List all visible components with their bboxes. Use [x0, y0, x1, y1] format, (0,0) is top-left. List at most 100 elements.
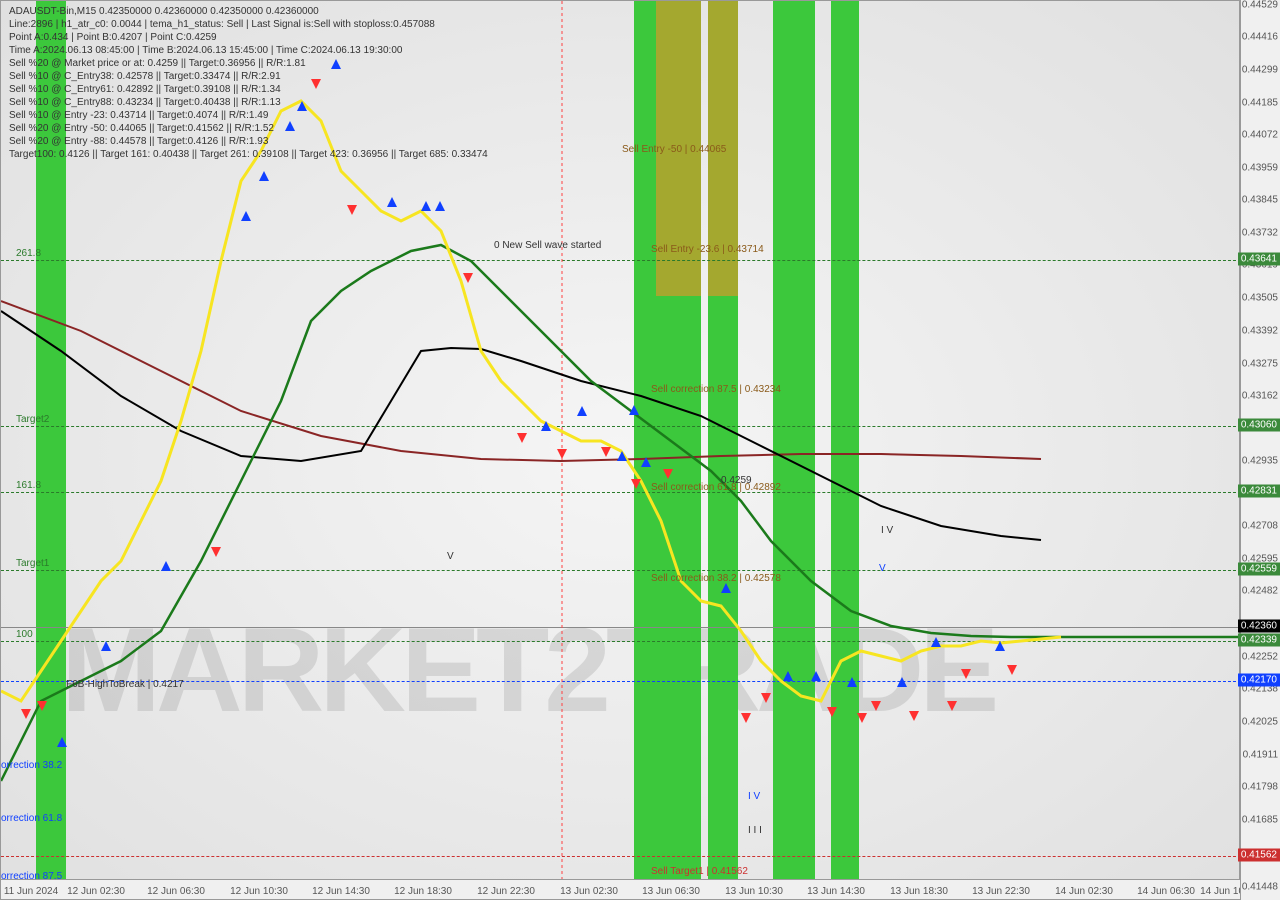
- arrow-down-icon: [857, 713, 867, 723]
- arrow-up-icon: [161, 561, 171, 571]
- arrow-up-icon: [57, 737, 67, 747]
- arrow-up-icon: [995, 641, 1005, 651]
- arrow-up-icon: [847, 677, 857, 687]
- y-tick: 0.42025: [1242, 717, 1278, 728]
- chart-annotation: orrection 61.8: [1, 813, 62, 824]
- chart-annotation: 0 New Sell wave started: [494, 240, 601, 251]
- chart-annotation: orrection 38.2: [1, 760, 62, 771]
- x-tick: 11 Jun 2024: [4, 886, 58, 897]
- arrow-up-icon: [435, 201, 445, 211]
- arrow-down-icon: [827, 707, 837, 717]
- y-price-marker: 0.42170: [1238, 674, 1280, 687]
- y-tick: 0.43162: [1242, 391, 1278, 402]
- header-line: Point A:0.434 | Point B:0.4207 | Point C…: [9, 31, 488, 44]
- y-tick: 0.44416: [1242, 32, 1278, 43]
- y-tick: 0.41911: [1243, 750, 1278, 761]
- hline-label: Target1: [16, 558, 49, 569]
- chart-annotation: I V: [881, 525, 893, 536]
- y-tick: 0.42252: [1242, 652, 1278, 663]
- header-line: Sell %10 @ C_Entry88: 0.43234 || Target:…: [9, 96, 488, 109]
- chart-annotation: 0.4259: [721, 475, 752, 486]
- x-tick: 12 Jun 14:30: [312, 886, 370, 897]
- y-tick: 0.41798: [1242, 782, 1278, 793]
- arrow-up-icon: [387, 197, 397, 207]
- arrow-up-icon: [783, 671, 793, 681]
- x-tick: 13 Jun 02:30: [560, 886, 618, 897]
- x-tick: 13 Jun 18:30: [890, 886, 948, 897]
- arrow-up-icon: [617, 451, 627, 461]
- y-tick: 0.42935: [1242, 456, 1278, 467]
- arrow-down-icon: [631, 479, 641, 489]
- header-line: Sell %10 @ C_Entry61: 0.42892 || Target:…: [9, 83, 488, 96]
- arrow-up-icon: [101, 641, 111, 651]
- x-tick: 13 Jun 22:30: [972, 886, 1030, 897]
- y-price-marker: 0.42339: [1238, 634, 1280, 647]
- header-line: Sell %20 @ Entry -88: 0.44578 || Target:…: [9, 135, 488, 148]
- arrow-down-icon: [663, 469, 673, 479]
- header-line: Target100: 0.4126 || Target 161: 0.40438…: [9, 148, 488, 161]
- y-tick: 0.44529: [1242, 0, 1278, 11]
- horizontal-level-line: [1, 627, 1241, 628]
- header-line: Sell %10 @ C_Entry38: 0.42578 || Target:…: [9, 70, 488, 83]
- arrow-up-icon: [629, 405, 639, 415]
- arrow-up-icon: [641, 457, 651, 467]
- chart-plot-area[interactable]: MARKET2TRADE 261.8Target2161.8Target1100…: [0, 0, 1240, 900]
- arrow-up-icon: [421, 201, 431, 211]
- arrow-up-icon: [931, 637, 941, 647]
- arrow-down-icon: [21, 709, 31, 719]
- x-axis: 11 Jun 202412 Jun 02:3012 Jun 06:3012 Ju…: [1, 879, 1241, 899]
- header-line: Line:2896 | h1_atr_c0: 0.0044 | tema_h1_…: [9, 18, 488, 31]
- header-line: ADAUSDT-Bin,M15 0.42350000 0.42360000 0.…: [9, 5, 488, 18]
- y-tick: 0.43732: [1242, 228, 1278, 239]
- arrow-up-icon: [241, 211, 251, 221]
- y-tick: 0.43275: [1242, 359, 1278, 370]
- y-tick: 0.44072: [1242, 130, 1278, 141]
- arrow-up-icon: [897, 677, 907, 687]
- header-line: Sell %20 @ Entry -50: 0.44065 || Target:…: [9, 122, 488, 135]
- arrow-down-icon: [557, 449, 567, 459]
- x-tick: 14 Jun 06:30: [1137, 886, 1195, 897]
- hline-label: 161.8: [16, 480, 41, 491]
- chart-annotation: V: [447, 551, 454, 562]
- x-tick: 13 Jun 14:30: [807, 886, 865, 897]
- header-line: Time A:2024.06.13 08:45:00 | Time B:2024…: [9, 44, 488, 57]
- y-price-marker: 0.42831: [1238, 485, 1280, 498]
- x-tick: 12 Jun 02:30: [67, 886, 125, 897]
- arrow-down-icon: [961, 669, 971, 679]
- arrow-up-icon: [259, 171, 269, 181]
- ma-line-yellow: [1, 101, 1061, 701]
- arrow-down-icon: [1007, 665, 1017, 675]
- hline-label: Target2: [16, 414, 49, 425]
- chart-annotation: Sell Entry -50 | 0.44065: [622, 144, 726, 155]
- y-tick: 0.43959: [1242, 163, 1278, 174]
- arrow-down-icon: [347, 205, 357, 215]
- x-tick: 13 Jun 06:30: [642, 886, 700, 897]
- chart-annotation: Sell correction 61.8 | 0.42892: [651, 482, 781, 493]
- chart-annotation: Sell correction 38.2 | 0.42578: [651, 573, 781, 584]
- horizontal-level-line: [1, 570, 1241, 571]
- arrow-down-icon: [761, 693, 771, 703]
- horizontal-level-line: [1, 260, 1241, 261]
- arrow-down-icon: [37, 701, 47, 711]
- y-tick: 0.44299: [1242, 65, 1278, 76]
- arrow-down-icon: [909, 711, 919, 721]
- y-price-marker: 0.41562: [1238, 849, 1280, 862]
- arrow-down-icon: [741, 713, 751, 723]
- y-price-marker: 0.42360: [1238, 620, 1280, 633]
- ma-line-green: [1, 245, 1241, 781]
- y-price-marker: 0.43060: [1238, 419, 1280, 432]
- arrow-down-icon: [601, 447, 611, 457]
- vertical-zone-band: [831, 1, 859, 881]
- arrow-up-icon: [577, 406, 587, 416]
- header-line: Sell %20 @ Market price or at: 0.4259 ||…: [9, 57, 488, 70]
- horizontal-level-line: [1, 492, 1241, 493]
- y-price-marker: 0.43641: [1238, 253, 1280, 266]
- chart-annotation: Sell correction 87.5 | 0.43234: [651, 384, 781, 395]
- y-tick: 0.41685: [1242, 815, 1278, 826]
- arrow-down-icon: [947, 701, 957, 711]
- header-line: Sell %10 @ Entry -23: 0.43714 || Target:…: [9, 109, 488, 122]
- chart-annotation: Sell Entry -23.6 | 0.43714: [651, 244, 764, 255]
- vertical-zone-band: [773, 1, 815, 881]
- chart-annotation: I I I: [748, 825, 762, 836]
- horizontal-level-line: [1, 641, 1241, 642]
